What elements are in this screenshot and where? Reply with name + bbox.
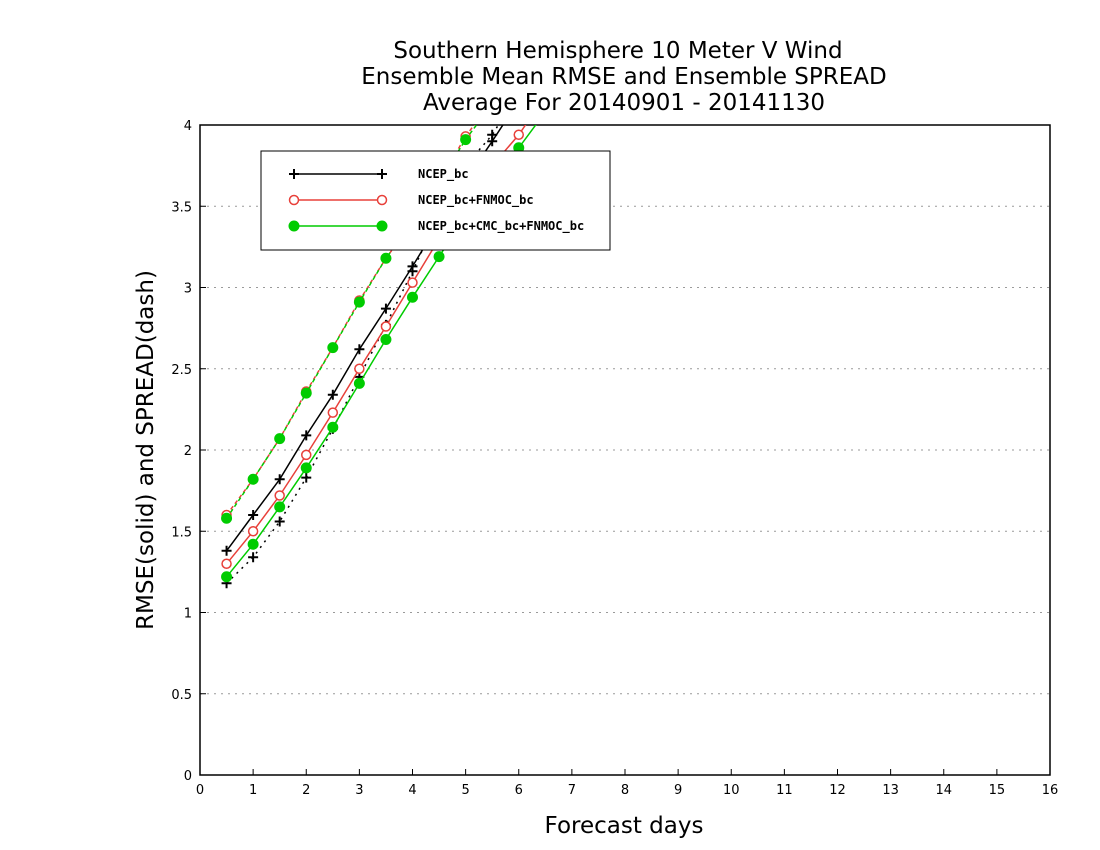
rmse-point	[327, 389, 338, 400]
rmse-point	[247, 538, 259, 550]
rmse-point	[221, 545, 232, 556]
legend-marker	[376, 220, 388, 232]
rmse-point	[301, 430, 312, 441]
spread-point	[540, 26, 550, 36]
rmse-point	[380, 334, 392, 345]
rmse-point	[327, 421, 339, 433]
x-tick-label: 2	[302, 783, 310, 798]
rmse-point	[221, 571, 233, 583]
y-tick-label: 0	[184, 769, 192, 784]
y-tick-label: 3.5	[171, 200, 192, 215]
x-tick-label: 6	[515, 783, 523, 798]
x-tick-label: 16	[1042, 783, 1059, 798]
x-tick-label: 8	[621, 783, 629, 798]
x-tick-label: 11	[776, 783, 793, 798]
y-tick-label: 3	[184, 282, 192, 297]
y-tick-label: 1	[184, 607, 192, 622]
y-tick-label: 4	[184, 119, 192, 134]
y-axis-title: RMSE(solid) and SPREAD(dash)	[133, 270, 159, 630]
spread-point	[221, 512, 233, 524]
spread-point	[301, 472, 312, 483]
chart-title-line-2: Ensemble Mean RMSE and Ensemble SPREAD	[361, 64, 886, 90]
legend-marker	[288, 220, 300, 232]
spread-point	[248, 552, 259, 563]
rmse-point	[274, 490, 285, 501]
legend: NCEP_bc NCEP_bc+FNMOC_bc NCEP_bc+CMC_bc+FN…	[260, 150, 611, 251]
y-tick-label: 1.5	[171, 525, 192, 540]
y-tick-label: 2.5	[171, 363, 192, 378]
x-axis-title: Forecast days	[545, 813, 704, 839]
grid-lines	[200, 205, 1050, 695]
x-tick-label: 9	[674, 783, 682, 798]
rmse-point	[380, 321, 392, 332]
spread-point	[541, 23, 550, 32]
rmse-point	[354, 344, 365, 355]
rmse-point	[274, 474, 285, 485]
y-axis: 0 0.5 1 1.5 2 2.5 3 3.5 4	[171, 119, 206, 784]
rmse-point	[407, 277, 418, 288]
legend-marker	[376, 194, 388, 206]
rmse-point	[221, 558, 232, 569]
x-tick-label: 0	[196, 783, 204, 798]
legend-label: NCEP_bc+CMC_bc+FNMOC_bc	[418, 219, 584, 234]
y-tick-label: 2	[184, 444, 192, 459]
chart-title: Southern Hemisphere 10 Meter V Wind Ense…	[361, 38, 886, 116]
legend-label: NCEP_bc	[418, 167, 469, 182]
legend-marker	[377, 169, 387, 179]
rmse-point	[300, 462, 312, 474]
rmse-point	[247, 526, 259, 537]
rmse-point	[513, 129, 524, 140]
x-tick-label: 7	[568, 783, 576, 798]
x-tick-label: 12	[829, 783, 846, 798]
x-tick-label: 3	[355, 783, 363, 798]
x-tick-label: 14	[935, 783, 952, 798]
x-axis: 0 1 2 3 4 5 6 7 8 9 10 11 12 13 14 15 16	[196, 769, 1058, 798]
x-tick-label: 13	[882, 783, 899, 798]
x-tick-label: 10	[723, 783, 740, 798]
rmse-point	[380, 303, 391, 314]
rmse-point	[487, 136, 498, 147]
spread-point	[274, 433, 286, 445]
chart-title-line-3: Average For 20140901 - 20141130	[423, 90, 825, 116]
rmse-point	[407, 291, 418, 303]
legend-label: NCEP_bc+FNMOC_bc	[418, 193, 534, 208]
x-tick-label: 15	[989, 783, 1006, 798]
rmse-point	[301, 449, 312, 461]
legend-marker	[288, 194, 300, 206]
legend-marker	[289, 169, 299, 179]
rmse-point	[274, 501, 286, 513]
rmse-point	[354, 363, 365, 374]
spread-point	[300, 387, 312, 399]
chart-title-line-1: Southern Hemisphere 10 Meter V Wind	[393, 38, 842, 64]
rmse-point	[433, 251, 445, 263]
rmse-point	[248, 510, 259, 520]
spread-point	[274, 516, 285, 527]
spread-point	[247, 473, 259, 485]
spread-point	[460, 134, 472, 146]
x-tick-label: 4	[408, 783, 416, 798]
spread-point	[353, 296, 365, 308]
spread-point	[327, 342, 339, 354]
spread-point	[380, 252, 392, 264]
rmse-point	[407, 261, 418, 272]
y-tick-label: 0.5	[171, 688, 192, 703]
rmse-point	[353, 377, 365, 389]
rmse-point	[327, 407, 339, 418]
x-tick-label: 1	[249, 783, 257, 798]
x-tick-label: 5	[461, 783, 469, 798]
